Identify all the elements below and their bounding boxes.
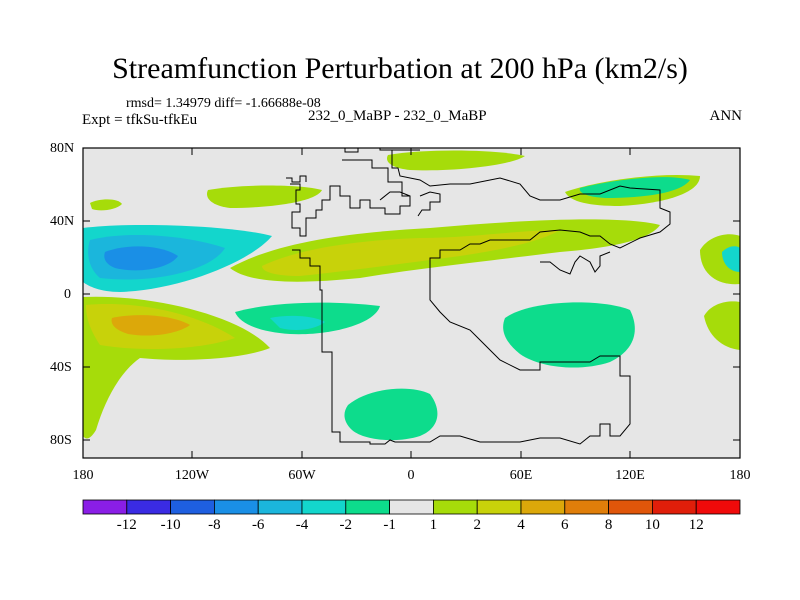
contour-positive-east-south — [704, 301, 740, 350]
x-tick-120e: 120E — [615, 468, 645, 483]
colorbar-label: 10 — [644, 517, 660, 533]
y-tick-0: 0 — [64, 287, 71, 302]
x-tick-60e: 60E — [509, 468, 533, 483]
outline-arctic — [344, 148, 392, 153]
y-tick-80s: 80S — [50, 433, 72, 448]
contour-negative-asia — [579, 177, 690, 198]
contour-positive-north-2 — [90, 199, 122, 211]
colorbar-swatch — [301, 499, 347, 515]
y-tick-40n: 40N — [50, 214, 75, 229]
colorbar-swatch — [345, 499, 390, 515]
contour-negative-southern — [344, 388, 438, 441]
colorbar-label: -2 — [339, 517, 353, 533]
case-label: 232_0_MaBP - 232_0_MaBP — [308, 108, 487, 124]
colorbar-label: -6 — [251, 517, 265, 533]
colorbar-swatch — [520, 499, 566, 515]
colorbar-swatch — [126, 499, 172, 515]
colorbar-label: 2 — [473, 517, 481, 533]
y-tick-40s: 40S — [50, 360, 72, 375]
y-tick-80n: 80N — [50, 141, 75, 156]
colorbar-label: 12 — [688, 517, 704, 533]
colorbar-swatch — [476, 499, 522, 515]
axis-ticks — [83, 147, 740, 458]
contour-negative-pacific-center — [104, 246, 178, 271]
colorbar-label: 4 — [517, 517, 525, 533]
colorbar-swatch — [564, 499, 609, 515]
colorbar-swatch — [82, 499, 128, 515]
continent-outlines — [286, 148, 671, 445]
contour-positive-east-edge — [700, 234, 740, 285]
colorbar-label: -8 — [208, 517, 221, 533]
x-tick-0: 0 — [407, 468, 415, 483]
colorbar-label: -4 — [295, 517, 309, 533]
map-title: Streamfunction Perturbation at 200 hPa (… — [112, 52, 688, 85]
colorbar-swatch — [608, 499, 653, 515]
contour-positive-pacific-core — [111, 315, 190, 336]
colorbar-swatch — [170, 499, 215, 515]
outline-europe-north — [379, 191, 441, 217]
colorbar-label: 8 — [604, 517, 613, 533]
contour-positive-north-1 — [206, 185, 322, 208]
contour-negative-east-edge — [722, 246, 740, 272]
colorbar-label: 1 — [429, 517, 438, 533]
outline-africa-india — [540, 251, 611, 275]
colorbar-swatch — [257, 499, 303, 515]
colorbar-swatch — [432, 499, 478, 515]
outline-americas — [292, 149, 671, 445]
contour-negative-atlantic-core — [270, 315, 325, 330]
colorbar-swatch — [213, 499, 259, 515]
colorbar-label: -1 — [383, 517, 396, 533]
x-tick-180w: 180 — [72, 468, 94, 483]
colorbar-swatch — [652, 499, 697, 515]
season-label: ANN — [709, 108, 743, 124]
x-tick-180e: 180 — [729, 468, 751, 483]
contour-negative-indian — [503, 302, 635, 368]
colorbar-label: -10 — [160, 517, 181, 533]
colorbar-swatch — [695, 499, 741, 515]
stats-text: rmsd= 1.34979 diff= -1.66688e-08 — [126, 96, 321, 111]
colorbar-swatch — [389, 499, 434, 515]
colorbar-label: -12 — [116, 517, 137, 533]
colorbar — [82, 499, 741, 515]
x-tick-60w: 60W — [288, 468, 316, 483]
colorbar-label: 6 — [561, 517, 569, 533]
x-tick-120w: 120W — [174, 468, 210, 483]
contour-fields — [83, 150, 740, 441]
contour-positive-north-3 — [386, 150, 525, 171]
outline-alaska — [286, 175, 307, 183]
outline-greenland-block — [290, 159, 411, 237]
experiment-label: Expt = tfkSu-tfkEu — [82, 112, 198, 128]
